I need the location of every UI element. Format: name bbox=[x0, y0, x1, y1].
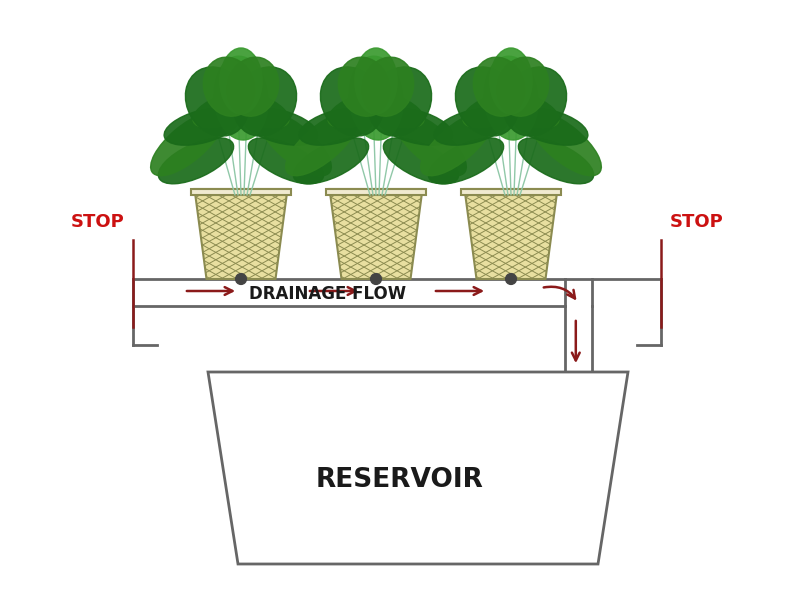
Ellipse shape bbox=[242, 108, 318, 145]
Ellipse shape bbox=[490, 48, 532, 114]
Ellipse shape bbox=[220, 48, 262, 114]
Polygon shape bbox=[326, 189, 426, 195]
Ellipse shape bbox=[512, 108, 588, 145]
Ellipse shape bbox=[428, 138, 504, 184]
Ellipse shape bbox=[455, 67, 518, 136]
Ellipse shape bbox=[186, 67, 249, 136]
Ellipse shape bbox=[503, 67, 566, 136]
Ellipse shape bbox=[434, 108, 510, 145]
Ellipse shape bbox=[164, 108, 240, 145]
Ellipse shape bbox=[158, 138, 234, 184]
Ellipse shape bbox=[258, 112, 331, 176]
Polygon shape bbox=[191, 189, 291, 195]
Ellipse shape bbox=[234, 67, 297, 136]
Ellipse shape bbox=[362, 57, 414, 116]
Ellipse shape bbox=[394, 112, 466, 176]
Text: STOP: STOP bbox=[70, 213, 124, 231]
Circle shape bbox=[506, 274, 517, 284]
Ellipse shape bbox=[358, 91, 424, 128]
Ellipse shape bbox=[377, 108, 453, 145]
Ellipse shape bbox=[498, 57, 549, 116]
Polygon shape bbox=[194, 189, 287, 279]
Text: DRAINAGE FLOW: DRAINAGE FLOW bbox=[250, 285, 406, 303]
Ellipse shape bbox=[529, 112, 602, 176]
Ellipse shape bbox=[355, 48, 397, 114]
Ellipse shape bbox=[286, 112, 358, 176]
Ellipse shape bbox=[294, 138, 369, 184]
Ellipse shape bbox=[493, 91, 559, 128]
Circle shape bbox=[370, 274, 382, 284]
Ellipse shape bbox=[383, 138, 458, 184]
Ellipse shape bbox=[227, 57, 278, 116]
Ellipse shape bbox=[299, 108, 375, 145]
Ellipse shape bbox=[518, 138, 594, 184]
Polygon shape bbox=[208, 372, 628, 564]
Ellipse shape bbox=[349, 56, 403, 140]
Ellipse shape bbox=[193, 91, 259, 128]
Ellipse shape bbox=[150, 112, 223, 176]
Ellipse shape bbox=[214, 56, 268, 140]
Polygon shape bbox=[465, 189, 558, 279]
Ellipse shape bbox=[484, 56, 538, 140]
Ellipse shape bbox=[328, 91, 394, 128]
Ellipse shape bbox=[474, 57, 525, 116]
Ellipse shape bbox=[463, 91, 529, 128]
Text: RESERVOIR: RESERVOIR bbox=[316, 467, 484, 493]
Circle shape bbox=[235, 274, 246, 284]
Ellipse shape bbox=[223, 91, 289, 128]
Ellipse shape bbox=[421, 112, 494, 176]
Polygon shape bbox=[461, 189, 561, 195]
Ellipse shape bbox=[320, 67, 384, 136]
Ellipse shape bbox=[248, 138, 324, 184]
Ellipse shape bbox=[368, 67, 432, 136]
Text: STOP: STOP bbox=[670, 213, 724, 231]
Ellipse shape bbox=[338, 57, 390, 116]
Polygon shape bbox=[330, 189, 422, 279]
Ellipse shape bbox=[203, 57, 254, 116]
